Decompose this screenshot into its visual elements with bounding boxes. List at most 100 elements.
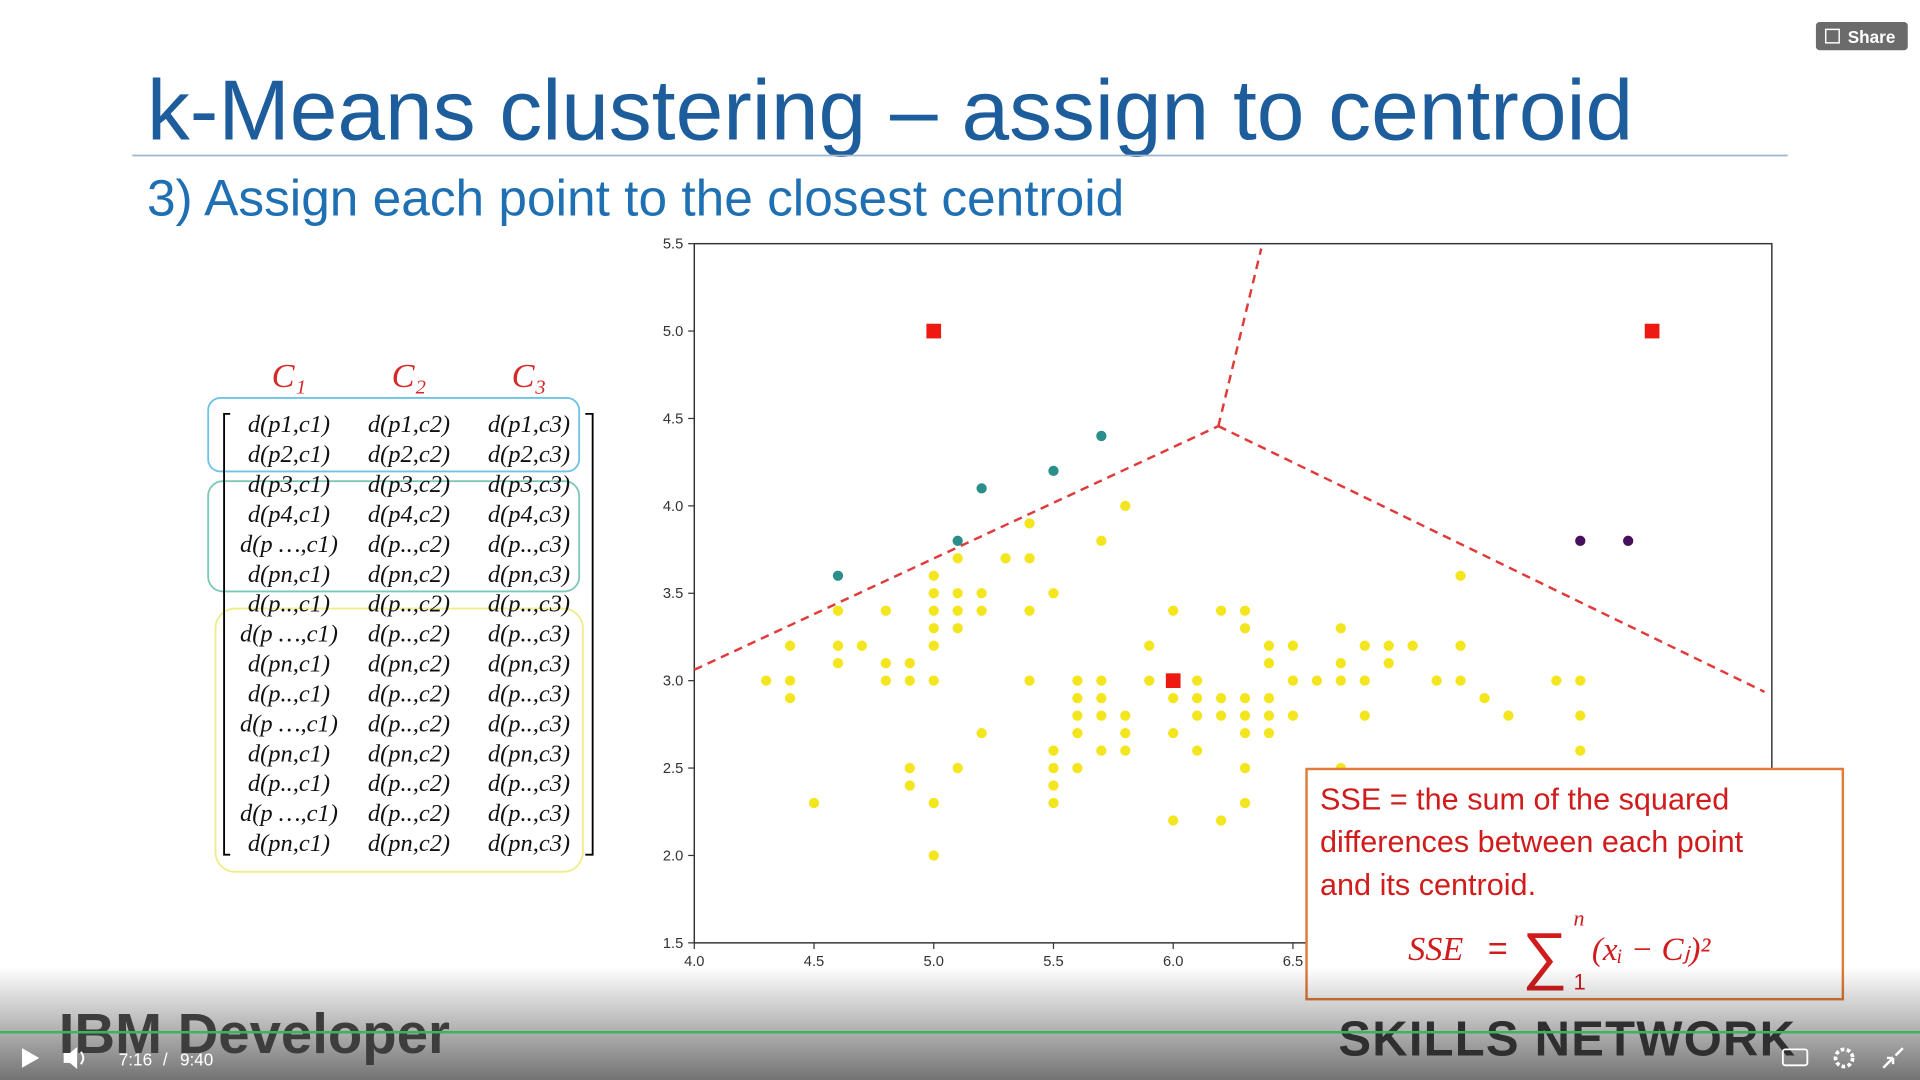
distance-matrix: C₁ C₂ C₃ d(p1,c1) d(p1,c2) d(p1,c3) d(p2,c1) d(… bbox=[207, 357, 594, 873]
matrix-cell: d(p..,c2) bbox=[368, 800, 450, 827]
point bbox=[1120, 500, 1131, 512]
settings-button[interactable] bbox=[1833, 1047, 1855, 1069]
point bbox=[1575, 745, 1586, 756]
point bbox=[1120, 727, 1131, 739]
point bbox=[904, 658, 915, 669]
point bbox=[1239, 623, 1251, 634]
formula-term: (xᵢ − Cⱼ)² bbox=[1592, 932, 1712, 968]
volume-icon bbox=[63, 1046, 78, 1069]
matrix-cell: d(pn,c2) bbox=[368, 561, 450, 588]
voronoi-boundaries bbox=[693, 248, 1766, 693]
share-icon bbox=[1824, 28, 1840, 44]
point bbox=[1263, 658, 1275, 669]
point bbox=[1383, 658, 1394, 669]
volume-wave bbox=[80, 1051, 85, 1065]
fullscreen-button[interactable] bbox=[1882, 1047, 1904, 1069]
matrix-cell: d(p1,c3) bbox=[488, 411, 570, 438]
point bbox=[1263, 727, 1275, 739]
point bbox=[760, 675, 772, 686]
matrix-cell: d(p4,c2) bbox=[368, 501, 450, 528]
matrix-bracket bbox=[223, 412, 231, 856]
matrix-cell: d(pn,c2) bbox=[368, 651, 450, 678]
point bbox=[1096, 430, 1107, 442]
matrix-cell: d(pn,c2) bbox=[368, 740, 450, 767]
point bbox=[1192, 675, 1203, 686]
point bbox=[1263, 693, 1275, 704]
point bbox=[1048, 745, 1059, 756]
point bbox=[1120, 710, 1131, 721]
captions-button[interactable] bbox=[1781, 1048, 1809, 1067]
formula-lhs: SSE bbox=[1408, 930, 1463, 968]
point bbox=[1192, 710, 1203, 721]
point bbox=[1000, 553, 1011, 564]
matrix-cell: d(p1,c2) bbox=[368, 411, 450, 438]
point bbox=[1623, 535, 1634, 546]
point bbox=[808, 797, 820, 809]
point bbox=[1168, 693, 1179, 704]
point bbox=[1407, 640, 1418, 651]
formula-eq: = bbox=[1488, 930, 1508, 968]
point bbox=[976, 483, 987, 494]
matrix-header: C₁ bbox=[272, 357, 307, 395]
point bbox=[1048, 762, 1059, 774]
matrix-cell: d(p3,c1) bbox=[248, 471, 330, 498]
matrix-cell: d(p2,c2) bbox=[368, 441, 450, 468]
x-tick-label: 6.5 bbox=[1283, 954, 1303, 970]
volume-button[interactable] bbox=[63, 1046, 85, 1069]
point bbox=[1239, 693, 1251, 704]
point bbox=[1383, 640, 1394, 651]
point bbox=[1335, 675, 1346, 686]
point bbox=[1455, 570, 1466, 581]
point bbox=[1455, 675, 1466, 686]
point bbox=[784, 693, 796, 704]
duration: 9:40 bbox=[180, 1049, 213, 1069]
matrix-cell: d(p …,c1) bbox=[240, 800, 338, 827]
matrix-cell: d(p..,c2) bbox=[368, 710, 450, 737]
point bbox=[1239, 762, 1251, 774]
point bbox=[1024, 553, 1035, 564]
matrix-cell: d(p..,c2) bbox=[368, 680, 450, 707]
point bbox=[832, 570, 844, 581]
centroid bbox=[926, 323, 942, 339]
slide-title: k-Means clustering – assign to centroid bbox=[147, 63, 1633, 159]
point bbox=[1359, 710, 1370, 721]
point bbox=[1096, 745, 1107, 756]
point bbox=[1072, 762, 1083, 774]
point bbox=[952, 605, 963, 616]
point bbox=[1168, 605, 1179, 616]
y-tick-label: 2.0 bbox=[663, 848, 683, 864]
point bbox=[880, 658, 891, 669]
centroid bbox=[1644, 323, 1660, 339]
point bbox=[1072, 727, 1083, 739]
point bbox=[976, 588, 987, 599]
matrix-cell: d(p …,c1) bbox=[240, 531, 338, 558]
matrix-cell: d(p..,c3) bbox=[488, 621, 570, 648]
matrix-cell: d(pn,c3) bbox=[488, 830, 570, 857]
point bbox=[1575, 535, 1586, 546]
point bbox=[1239, 797, 1251, 809]
matrix-cell: d(p4,c1) bbox=[248, 501, 330, 528]
matrix-cell: d(pn,c1) bbox=[248, 740, 330, 767]
point bbox=[1048, 465, 1059, 477]
play-button[interactable] bbox=[22, 1048, 40, 1068]
note-line: and its centroid. bbox=[1320, 868, 1536, 902]
matrix-cell: d(p..,c3) bbox=[488, 531, 570, 558]
point bbox=[1479, 693, 1490, 704]
x-tick-label: 6.0 bbox=[1163, 954, 1183, 970]
point bbox=[1096, 710, 1107, 721]
point bbox=[928, 588, 939, 599]
point bbox=[928, 605, 939, 616]
share-button[interactable]: Share bbox=[1815, 22, 1908, 51]
point bbox=[928, 623, 939, 634]
point bbox=[1168, 815, 1179, 826]
point bbox=[1215, 693, 1227, 704]
time-separator: / bbox=[163, 1049, 168, 1069]
point bbox=[1048, 780, 1059, 791]
x-tick-label: 5.0 bbox=[924, 954, 944, 970]
point bbox=[952, 623, 963, 634]
boundary-line bbox=[693, 425, 1219, 671]
point bbox=[1455, 640, 1466, 651]
y-tick-label: 5.0 bbox=[663, 324, 683, 340]
point bbox=[952, 535, 963, 546]
